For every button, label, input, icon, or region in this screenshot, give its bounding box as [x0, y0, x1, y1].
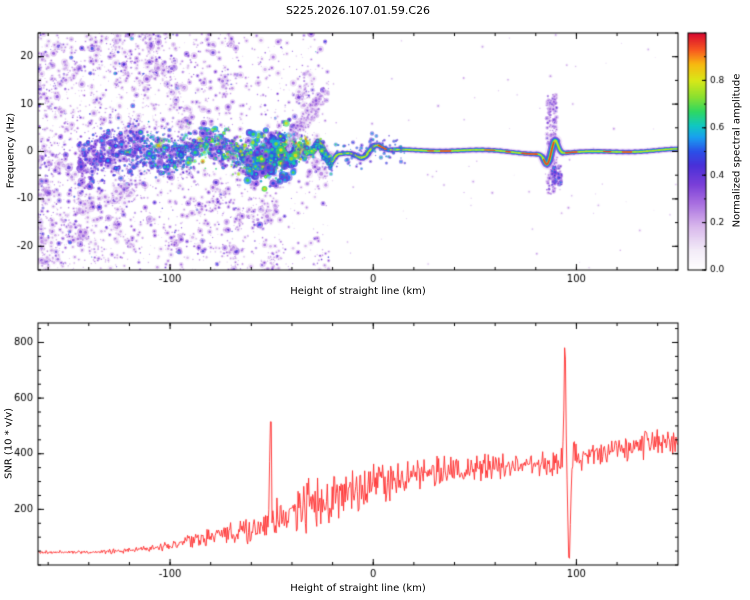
top-xlabel: Height of straight line (km) — [290, 286, 426, 297]
bottom-ylabel: SNR (10 * v/v) — [3, 407, 15, 480]
bottom-xlabel: Height of straight line (km) — [290, 583, 426, 594]
top-ylabel: Frequency (Hz) — [5, 112, 17, 189]
colorbar-label: Normalized spectral amplitude — [731, 73, 743, 228]
chart-title: S225.2026.107.01.59.C26 — [285, 4, 431, 17]
